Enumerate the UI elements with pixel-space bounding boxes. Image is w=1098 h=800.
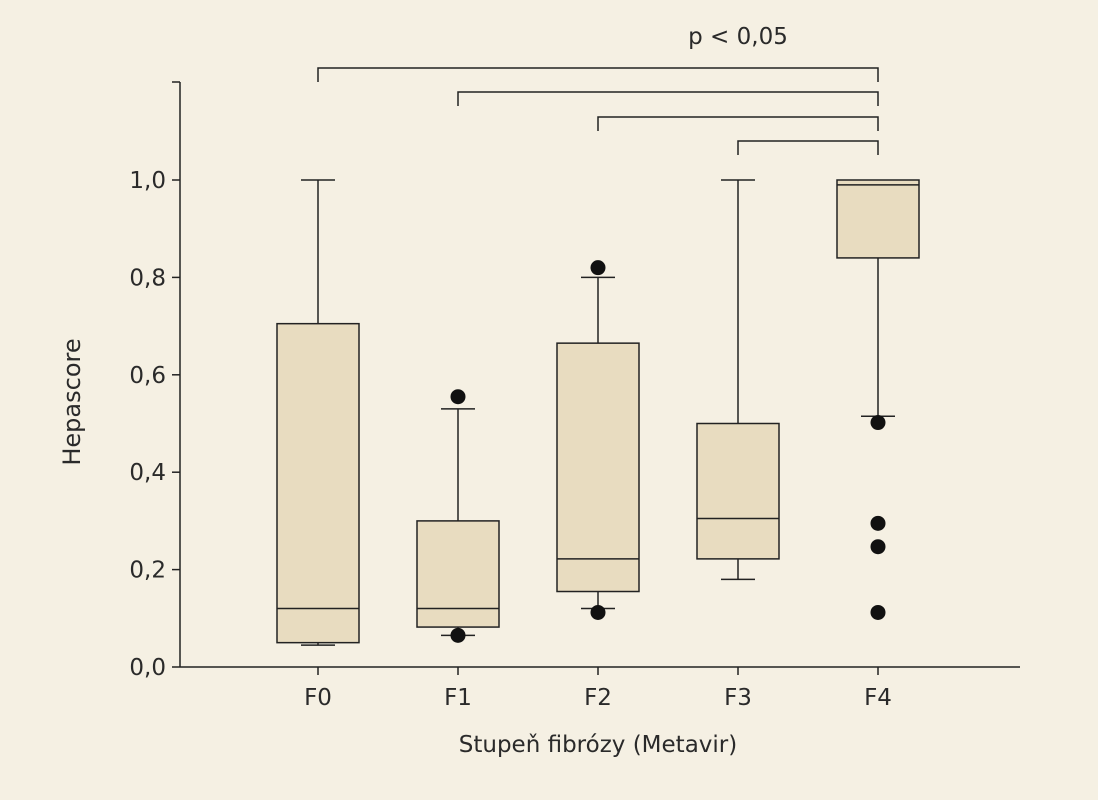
x-tick-label: F1 bbox=[444, 685, 472, 711]
outlier-point bbox=[450, 627, 466, 643]
y-tick-label: 0,8 bbox=[129, 265, 166, 291]
box-iqr bbox=[696, 422, 780, 560]
outlier-point bbox=[590, 260, 606, 276]
outlier-point bbox=[450, 389, 466, 405]
significance-bracket bbox=[737, 140, 879, 155]
box-f2 bbox=[556, 260, 640, 620]
box-f1 bbox=[416, 389, 500, 643]
y-tick-label: 0,6 bbox=[129, 363, 166, 389]
outlier-point bbox=[870, 515, 886, 531]
box-iqr bbox=[836, 179, 920, 259]
box-f3 bbox=[696, 179, 780, 581]
significance-bracket bbox=[457, 91, 879, 106]
outlier-point bbox=[590, 604, 606, 620]
outlier-point bbox=[870, 539, 886, 555]
axes: 0,0 0,2 0,4 0,6 0,8 1,0 F0 F1 F2 F3 F4 bbox=[129, 81, 1020, 711]
significance-label: p < 0,05 bbox=[688, 24, 788, 50]
significance-bracket bbox=[597, 116, 879, 131]
y-tick-label: 0,4 bbox=[129, 460, 166, 486]
box-iqr bbox=[556, 342, 640, 593]
x-tick-label: F3 bbox=[724, 685, 752, 711]
boxes bbox=[276, 179, 920, 646]
x-axis-label: Stupeň fibrózy (Metavir) bbox=[459, 732, 737, 758]
y-tick-label: 0,2 bbox=[129, 558, 166, 584]
outlier-point bbox=[870, 604, 886, 620]
y-axis-label: Hepascore bbox=[58, 338, 86, 465]
box-f0 bbox=[276, 179, 360, 646]
x-tick-label: F4 bbox=[864, 685, 892, 711]
x-tick-label: F2 bbox=[584, 685, 612, 711]
y-tick-label: 0,0 bbox=[129, 655, 166, 681]
box-iqr bbox=[276, 322, 360, 644]
y-tick-label: 1,0 bbox=[129, 168, 166, 194]
significance-bracket bbox=[317, 67, 879, 82]
box-f4 bbox=[836, 179, 920, 620]
x-tick-label: F0 bbox=[304, 685, 332, 711]
box-iqr bbox=[416, 520, 500, 628]
outlier-point bbox=[870, 415, 886, 431]
significance-brackets bbox=[317, 67, 879, 155]
